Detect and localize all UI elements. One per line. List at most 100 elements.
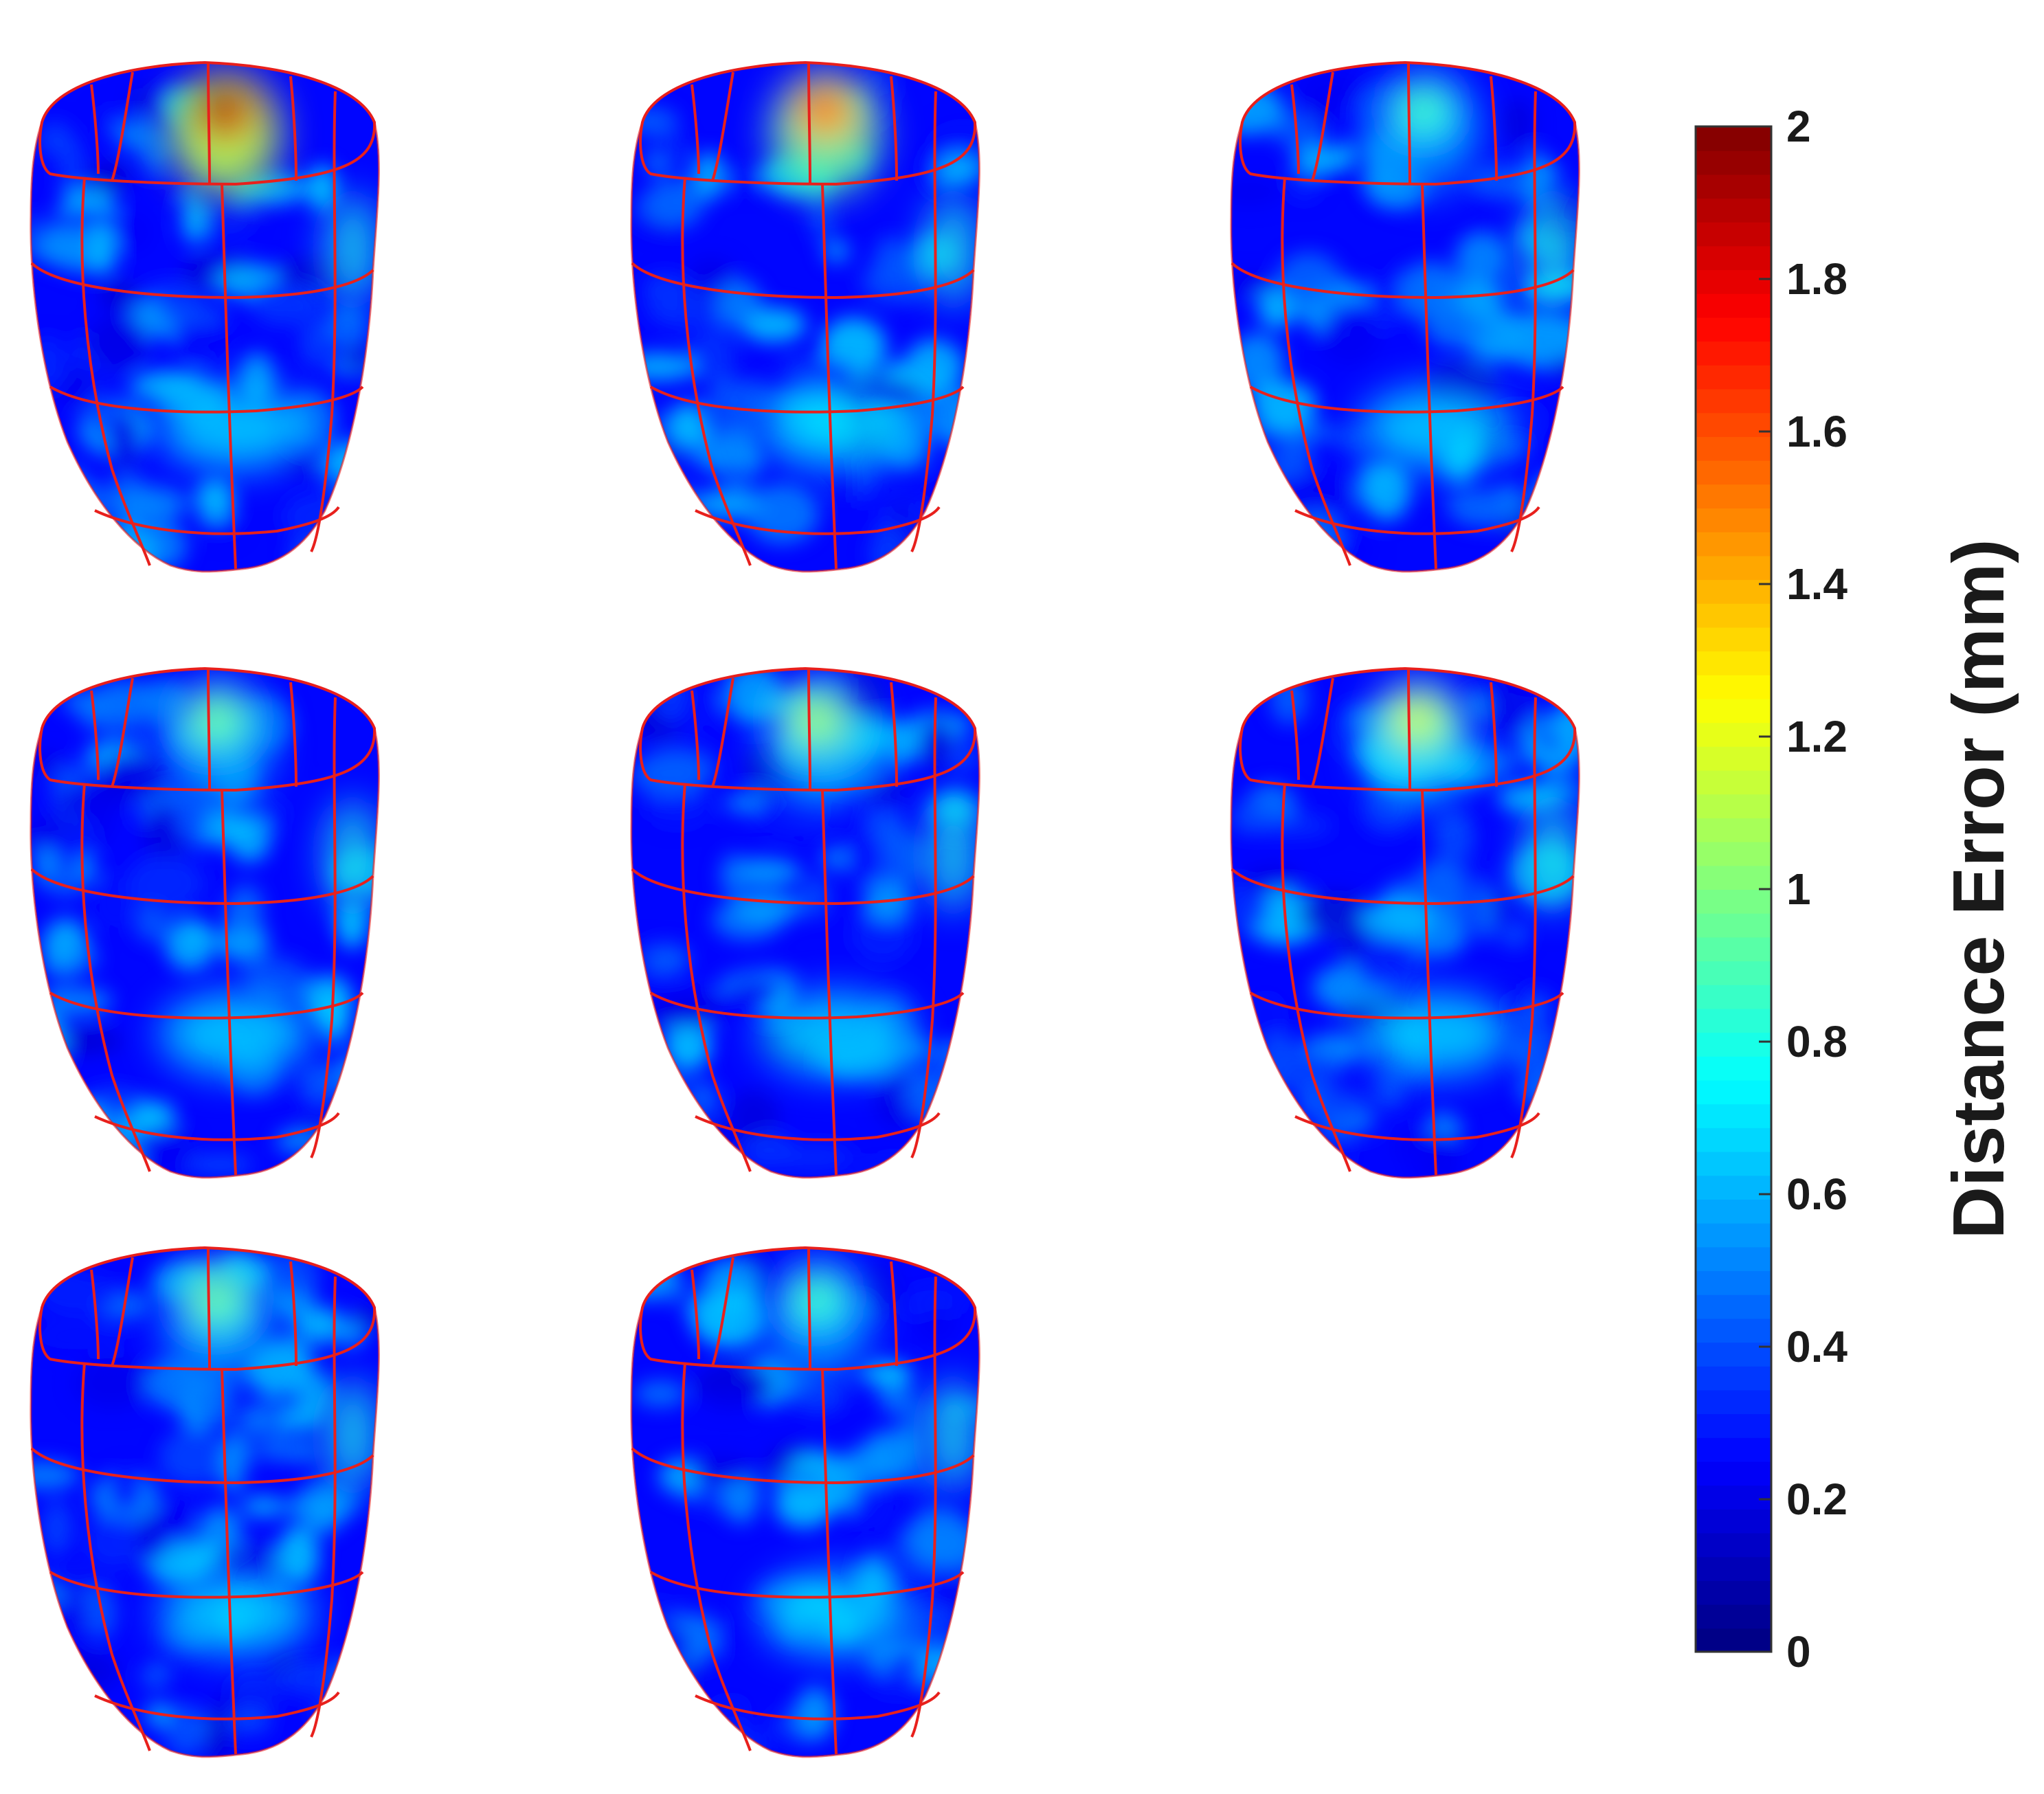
grid-meridian bbox=[221, 789, 237, 1176]
error-speckle bbox=[686, 257, 736, 292]
error-speckle bbox=[49, 830, 91, 864]
grid-meridian bbox=[289, 1261, 297, 1367]
error-speckle bbox=[58, 137, 85, 199]
grid-meridian bbox=[310, 91, 337, 552]
grid-meridian bbox=[890, 76, 898, 181]
error-speckle bbox=[244, 956, 309, 1004]
heart-outline bbox=[1230, 667, 1580, 1179]
midwall-patch bbox=[761, 387, 912, 469]
error-speckle bbox=[655, 281, 722, 330]
error-speckle bbox=[937, 153, 979, 187]
error-speckle bbox=[243, 1495, 282, 1516]
error-speckle bbox=[87, 807, 115, 845]
colorbar-band bbox=[1696, 1055, 1771, 1081]
error-speckle bbox=[227, 883, 264, 934]
colorbar-tick-label: 1.4 bbox=[1786, 559, 1848, 609]
colorbar-band bbox=[1696, 1604, 1771, 1629]
error-speckle bbox=[201, 201, 254, 242]
error-speckle bbox=[36, 122, 73, 156]
error-speckle bbox=[653, 669, 686, 721]
error-speckle bbox=[1360, 899, 1436, 939]
error-speckle bbox=[1231, 800, 1268, 835]
heart-outline bbox=[30, 667, 380, 1179]
colorbar-band bbox=[1696, 1103, 1771, 1128]
error-speckle bbox=[1426, 311, 1491, 348]
error-speckle bbox=[713, 1619, 758, 1655]
error-speckle bbox=[905, 1604, 961, 1638]
grid-meridian bbox=[690, 690, 700, 781]
error-speckle bbox=[899, 1395, 927, 1443]
error-speckle bbox=[770, 1470, 827, 1490]
midwall-patch bbox=[160, 387, 311, 469]
error-speckle bbox=[863, 1429, 923, 1476]
grid-meridian bbox=[1407, 669, 1411, 791]
error-speckle bbox=[47, 1709, 105, 1750]
colorbar-tick-label: 0.8 bbox=[1786, 1017, 1848, 1066]
error-speckle bbox=[691, 1457, 757, 1483]
heart-outline bbox=[630, 61, 980, 573]
error-speckle bbox=[631, 352, 697, 381]
hotspot-core bbox=[1393, 699, 1437, 737]
colorbar-band bbox=[1696, 1532, 1771, 1558]
error-speckle bbox=[720, 463, 759, 487]
grid-meridian bbox=[1421, 183, 1437, 570]
error-speckle bbox=[1298, 892, 1371, 937]
colorbar-band bbox=[1696, 579, 1771, 604]
error-speckle bbox=[1373, 1073, 1405, 1111]
grid-meridian bbox=[221, 183, 237, 570]
colorbar-band bbox=[1696, 1008, 1771, 1033]
error-speckle bbox=[87, 161, 130, 194]
error-speckle bbox=[1318, 310, 1380, 366]
colorbar-tick-label: 1.6 bbox=[1786, 407, 1848, 456]
error-speckle bbox=[155, 1540, 227, 1571]
colorbar-band bbox=[1696, 1485, 1771, 1510]
error-speckle bbox=[30, 335, 67, 392]
heart-surface-8 bbox=[630, 1246, 980, 1758]
error-speckle bbox=[134, 370, 205, 395]
colorbar-tick-label: 1.8 bbox=[1786, 254, 1848, 304]
error-speckle bbox=[852, 1152, 916, 1178]
error-speckle bbox=[927, 1069, 963, 1100]
grid-meridian bbox=[80, 783, 151, 1172]
error-speckle bbox=[634, 1380, 686, 1407]
colorbar-band bbox=[1696, 1461, 1771, 1486]
error-speckle bbox=[126, 854, 205, 913]
error-speckle bbox=[30, 487, 89, 524]
colorbar-band bbox=[1696, 961, 1771, 985]
colorbar-band bbox=[1696, 603, 1771, 628]
error-speckle bbox=[877, 1156, 925, 1178]
heart-outline bbox=[630, 1246, 980, 1758]
grid-meridian bbox=[1311, 71, 1334, 181]
colorbar-tick-label: 1 bbox=[1786, 864, 1811, 914]
grid-latitude-ring bbox=[1231, 868, 1575, 906]
error-speckle bbox=[1231, 273, 1277, 295]
error-speckle bbox=[276, 456, 326, 476]
error-speckle bbox=[664, 1114, 695, 1141]
error-speckle bbox=[1448, 490, 1526, 528]
colorbar-ticks: 0 0.2 0.4 0.6 0.8 1 1.2 1.4 1.6 1.8 2 bbox=[1759, 102, 1848, 1677]
error-speckle bbox=[297, 1306, 341, 1339]
colorbar-band bbox=[1696, 1556, 1771, 1581]
error-speckle bbox=[43, 1028, 123, 1055]
error-speckle bbox=[1231, 177, 1284, 206]
colorbar: 0 0.2 0.4 0.6 0.8 1 1.2 1.4 1.6 1.8 2 Distance Err… bbox=[1694, 102, 2019, 1677]
error-speckle bbox=[83, 1135, 144, 1178]
error-speckle bbox=[723, 669, 783, 724]
error-speckle bbox=[776, 1144, 853, 1171]
error-speckle bbox=[1433, 811, 1475, 862]
error-speckle bbox=[216, 921, 269, 962]
hotspot-core bbox=[193, 699, 237, 737]
grid-latitude-ring bbox=[631, 262, 975, 300]
heart-surface-3 bbox=[1230, 60, 1580, 573]
hotspot-core bbox=[200, 89, 244, 128]
grid-meridian bbox=[90, 84, 100, 175]
colorbar-band bbox=[1696, 1270, 1771, 1295]
segment-grid bbox=[1231, 666, 1577, 1176]
hotspot-core bbox=[1400, 89, 1444, 128]
error-speckle bbox=[195, 478, 235, 522]
heart-outline bbox=[1230, 61, 1580, 573]
grid-latitude-ring bbox=[1249, 991, 1564, 1020]
colorbar-band bbox=[1696, 889, 1771, 914]
colorbar-band bbox=[1696, 412, 1771, 437]
